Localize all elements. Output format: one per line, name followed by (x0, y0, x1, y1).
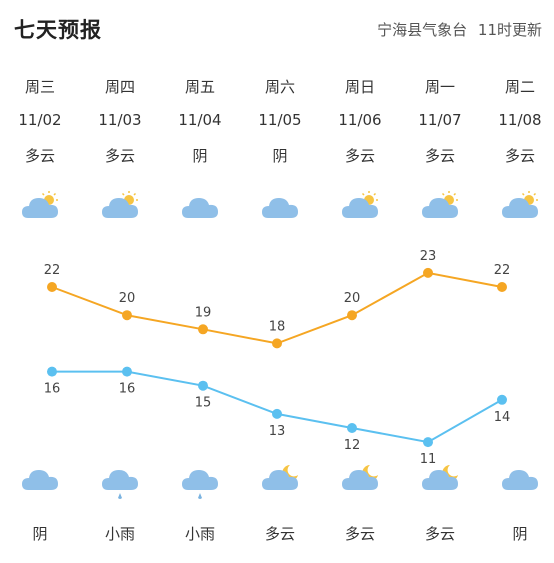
day-weather-label: 多云 (24, 147, 55, 165)
weekday-label: 周一 (424, 78, 455, 96)
weekday-label: 周日 (344, 78, 375, 96)
high-temp-label: 18 (269, 319, 286, 334)
date-label: 11/05 (258, 111, 302, 129)
day-weather-label: 多云 (504, 147, 535, 165)
weekday-label: 周四 (104, 78, 135, 96)
low-temp-label: 14 (494, 410, 511, 425)
partly-cloudy-night-icon (340, 460, 380, 496)
high-temp-point (122, 310, 132, 321)
night-weather-label: 多云 (344, 525, 375, 543)
forecast-source: 宁海县气象台 11时更新 (371, 19, 542, 40)
night-weather-label: 多云 (264, 525, 295, 543)
cloud-icon (500, 460, 540, 496)
high-temp-label: 19 (195, 305, 212, 320)
night-weather-label: 多云 (424, 525, 455, 543)
partly-cloudy-day-icon (20, 188, 60, 224)
high-temp-point (47, 282, 57, 292)
night-weather-label: 小雨 (184, 525, 215, 543)
high-temp-label: 22 (494, 263, 511, 278)
day-weather-label: 阴 (272, 147, 288, 165)
date-label: 11/02 (18, 111, 62, 129)
day-weather-label: 阴 (192, 147, 208, 165)
date-label: 11/04 (178, 111, 222, 129)
low-temp-label: 13 (269, 424, 286, 439)
night-weather-label: 小雨 (104, 525, 135, 543)
day-weather-label: 多云 (344, 147, 375, 165)
high-temp-label: 20 (344, 291, 361, 306)
high-temp-label: 20 (119, 291, 136, 306)
low-temp-point (198, 380, 208, 391)
high-temp-point (497, 282, 507, 292)
low-temp-point (122, 366, 132, 377)
partly-cloudy-day-icon (340, 188, 380, 224)
high-temp-point (198, 324, 208, 335)
weekday-label: 周六 (264, 78, 295, 96)
day-weather-label: 多云 (104, 147, 135, 165)
low-temp-point (272, 408, 282, 419)
low-temp-point (47, 366, 57, 377)
low-temp-label: 15 (195, 396, 212, 411)
night-weather-label: 阴 (32, 525, 48, 543)
partly-cloudy-night-icon (420, 460, 460, 496)
partly-cloudy-day-icon (420, 188, 460, 224)
cloud-icon (20, 460, 60, 496)
partly-cloudy-day-icon (500, 188, 540, 224)
rain-icon (180, 460, 220, 499)
day-weather-label: 多云 (424, 147, 455, 165)
low-temp-label: 11 (420, 452, 437, 467)
weekday-label: 周五 (184, 78, 215, 96)
low-temp-label: 16 (119, 382, 136, 397)
update-time: 11时更新 (477, 21, 542, 39)
high-temp-point (272, 338, 282, 349)
partly-cloudy-night-icon (260, 460, 300, 496)
weekday-label: 周二 (504, 78, 535, 96)
high-temp-point (347, 310, 357, 321)
high-temp-label: 22 (44, 263, 61, 278)
partly-cloudy-day-icon (100, 188, 140, 224)
low-temp-label: 16 (44, 382, 61, 397)
rain-icon (100, 460, 140, 499)
date-label: 11/07 (418, 111, 462, 129)
page-title: 七天预报 (14, 18, 102, 42)
date-label: 11/06 (338, 111, 382, 129)
date-label: 11/03 (98, 111, 142, 129)
night-weather-label: 阴 (512, 525, 528, 543)
weekday-label: 周三 (24, 78, 55, 96)
low-temp-point (497, 394, 507, 405)
station-name: 宁海县气象台 (377, 21, 468, 39)
cloud-icon (260, 188, 300, 224)
date-label: 11/08 (498, 111, 542, 129)
low-temp-point (347, 423, 357, 433)
cloud-icon (180, 188, 220, 224)
high-temp-point (423, 267, 433, 278)
low-temp-label: 12 (344, 438, 361, 453)
high-temp-label: 23 (420, 249, 437, 264)
low-temp-point (423, 437, 433, 448)
